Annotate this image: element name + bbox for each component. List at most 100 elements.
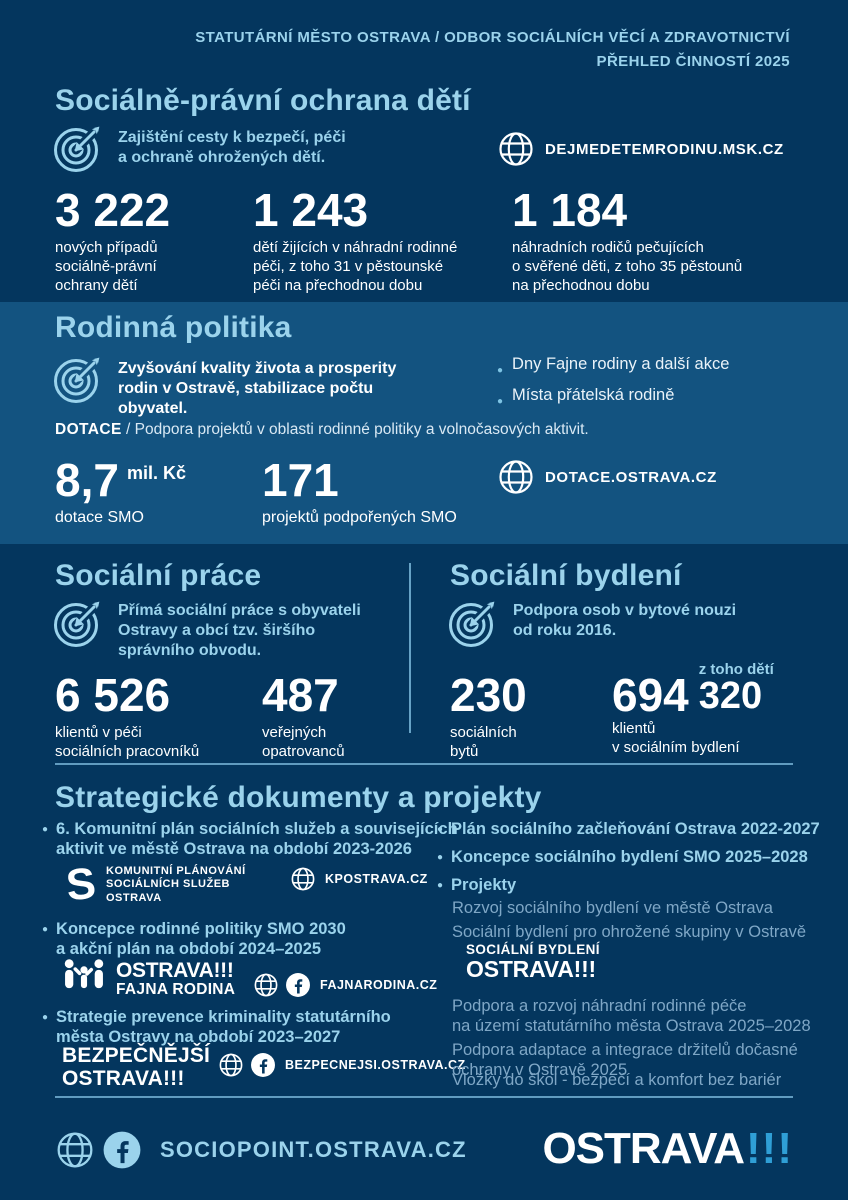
bullet-text: 6. Komunitní plán sociálních služeb a so… <box>56 820 458 858</box>
horizontal-divider <box>55 763 793 765</box>
dotace-label: DOTACE <box>55 421 122 438</box>
project-item: Podpora adaptace a integrace držitelů do… <box>452 1041 798 1079</box>
rodinna-politika-band <box>0 302 848 544</box>
kp-website[interactable]: KPOSTRAVA.CZ <box>290 866 428 892</box>
section-title-strategicke: Strategické dokumenty a projekty <box>55 781 542 814</box>
family-icon <box>64 959 104 989</box>
header-line2: PŘEHLED ČINNOSTÍ 2025 <box>596 53 790 70</box>
rodinna-bullets: ● Dny Fajne rodiny a další akce ● Místa … <box>497 352 729 414</box>
rodinna-website-url[interactable]: DOTACE.OSTRAVA.CZ <box>545 468 717 486</box>
header-line1: STATUTÁRNÍ MĚSTO OSTRAVA / ODBOR SOCIÁLN… <box>195 29 790 46</box>
project-item: Sociální bydlení pro ohrožené skupiny v … <box>452 923 807 941</box>
stat-block: 171 projektů podpořených SMO <box>262 454 457 527</box>
stat-value: 1 184 <box>512 184 628 236</box>
globe-icon <box>499 460 533 494</box>
stat-block: 1 243 dětí žijících v náhradní rodinné p… <box>253 184 503 295</box>
fajna-website-url[interactable]: FAJNARODINA.CZ <box>320 978 438 992</box>
page-header: STATUTÁRNÍ MĚSTO OSTRAVA / ODBOR SOCIÁLN… <box>195 26 790 74</box>
stat-block: 694 z toho dětí 320 klientů v sociálním … <box>612 662 774 757</box>
dotace-line: DOTACE / Podpora projektů v oblasti rodi… <box>55 421 589 439</box>
project-item: Podpora a rozvoj náhradní rodinné péče n… <box>452 997 811 1035</box>
facebook-icon[interactable] <box>102 1130 142 1170</box>
facebook-icon[interactable] <box>285 972 311 998</box>
globe-icon[interactable] <box>55 1130 95 1170</box>
list-item: ● 6. Komunitní plán sociálních služeb a … <box>42 820 458 859</box>
stat-caption: sociálních bytů <box>450 724 517 760</box>
sb-logo-line2: OSTRAVA!!! <box>466 956 597 982</box>
vertical-divider <box>409 563 411 733</box>
bezpecnejsi-logo-line1: BEZPEČNĚJŠÍ <box>62 1044 211 1067</box>
bullet-text: Dny Fajne rodiny a další akce <box>512 355 730 373</box>
stat-caption: dotace SMO <box>55 509 144 526</box>
list-item: ● Koncepce sociálního bydlení SMO 2025–2… <box>437 848 808 868</box>
bullet-text: Koncepce sociálního bydlení SMO 2025–202… <box>451 848 808 866</box>
kp-logo-text: KOMUNITNÍ PLÁNOVÁNÍ SOCIÁLNÍCH SLUŽEB OS… <box>106 864 246 904</box>
list-item: ● Místa přátelská rodině <box>497 383 729 414</box>
ostrava-logo-text: OSTRAVA <box>542 1124 745 1173</box>
section-title-ochrana: Sociálně-právní ochrana dětí <box>55 84 471 117</box>
ostrava-logo: OSTRAVA !!! <box>542 1126 793 1172</box>
list-item: ● Dny Fajne rodiny a další akce <box>497 352 729 383</box>
target-dart-icon <box>54 357 100 403</box>
stat-caption: náhradních rodičů pečujících o svěřené d… <box>512 239 743 294</box>
stat-block: 1 184 náhradních rodičů pečujících o svě… <box>512 184 802 295</box>
section-title-bydleni: Sociální bydlení <box>450 559 682 592</box>
kp-website-url[interactable]: KPOSTRAVA.CZ <box>325 872 428 886</box>
stat-caption: nových případů sociálně-právní ochrany d… <box>55 239 158 294</box>
stat-value: 1 243 <box>253 184 369 236</box>
stat-extra: z toho dětí 320 <box>698 661 774 717</box>
stat-value: 6 526 <box>55 669 171 721</box>
prace-goal: Přímá sociální práce s obyvateli Ostravy… <box>52 597 361 661</box>
stat-value: 694 <box>612 669 689 721</box>
bullet-text: Strategie prevence kriminality statutárn… <box>56 1008 391 1046</box>
stat-caption: veřejných opatrovanců <box>262 724 345 760</box>
ochrana-website[interactable]: DEJMEDETEMRODINU.MSK.CZ <box>497 130 784 168</box>
list-item: ● Projekty <box>437 876 516 896</box>
ostrava-logo-bang: !!! <box>746 1124 793 1173</box>
bullet-dot: ● <box>437 852 444 863</box>
ochrana-website-url[interactable]: DEJMEDETEMRODINU.MSK.CZ <box>545 140 784 158</box>
fajna-logo-line1: OSTRAVA!!! <box>116 959 234 982</box>
stat-extra-value: 320 <box>698 675 763 717</box>
bezpecnejsi-website[interactable]: BEZPECNEJSI.OSTRAVA.CZ <box>218 1052 466 1078</box>
project-item: Vložky do škol - bezpečí a komfort bez b… <box>452 1071 782 1089</box>
stat-extra-label: z toho dětí <box>698 661 774 678</box>
fajna-logo-line2: FAJNA RODINA <box>116 981 236 998</box>
globe-icon <box>291 867 315 891</box>
project-item: Rozvoj sociálního bydlení ve městě Ostra… <box>452 899 773 917</box>
rodinna-goal: Zvyšování kvality života a prosperity ro… <box>52 353 396 419</box>
stat-value: 8,7 <box>55 454 119 506</box>
kp-logo-mark: S <box>63 858 99 911</box>
list-item: ● Plán sociálního začleňování Ostrava 20… <box>437 820 820 840</box>
bullet-dot: ● <box>437 824 444 835</box>
bezpecnejsi-website-url[interactable]: BEZPECNEJSI.OSTRAVA.CZ <box>285 1058 466 1072</box>
stat-caption: dětí žijících v náhradní rodinné péči, z… <box>253 239 458 294</box>
fajna-website[interactable]: FAJNARODINA.CZ <box>253 972 437 998</box>
bullet-text: Koncepce rodinné politiky SMO 2030 a akč… <box>56 920 346 958</box>
footer-website-url[interactable]: SOCIOPOINT.OSTRAVA.CZ <box>160 1137 467 1162</box>
rodinna-website[interactable]: DOTACE.OSTRAVA.CZ <box>497 458 717 496</box>
rodinna-goal-text: Zvyšování kvality života a prosperity ro… <box>118 360 397 417</box>
stat-value: 230 <box>450 669 527 721</box>
globe-icon <box>219 1053 243 1077</box>
stat-block: 6 526 klientů v péči sociálních pracovní… <box>55 669 200 761</box>
bullet-dot: ● <box>42 924 49 935</box>
stat-block: 487 veřejných opatrovanců <box>262 672 345 761</box>
bydleni-goal: Podpora osob v bytové nouzi od roku 2016… <box>447 597 736 649</box>
stat-unit: mil. Kč <box>126 463 186 483</box>
section-title-rodinna: Rodinná politika <box>55 311 292 344</box>
facebook-icon[interactable] <box>250 1052 276 1078</box>
bullet-text: Projekty <box>451 876 517 894</box>
bydleni-goal-text: Podpora osob v bytové nouzi od roku 2016… <box>513 602 737 639</box>
bullet-text: Místa přátelská rodině <box>512 386 675 404</box>
sb-logo-line1: SOCIÁLNÍ BYDLENÍ <box>466 942 600 957</box>
ochrana-goal-text: Zajištění cesty k bezpečí, péči a ochran… <box>118 129 346 166</box>
stat-value: 3 222 <box>55 184 171 236</box>
globe-icon <box>499 132 533 166</box>
stat-caption: klientů v péči sociálních pracovníků <box>55 724 200 760</box>
stat-value: 171 <box>262 454 339 506</box>
bullet-dot: ● <box>42 1012 49 1023</box>
bullet-dot: ● <box>42 824 49 835</box>
stat-block: 8,7 mil. Kč dotace SMO <box>55 454 186 527</box>
